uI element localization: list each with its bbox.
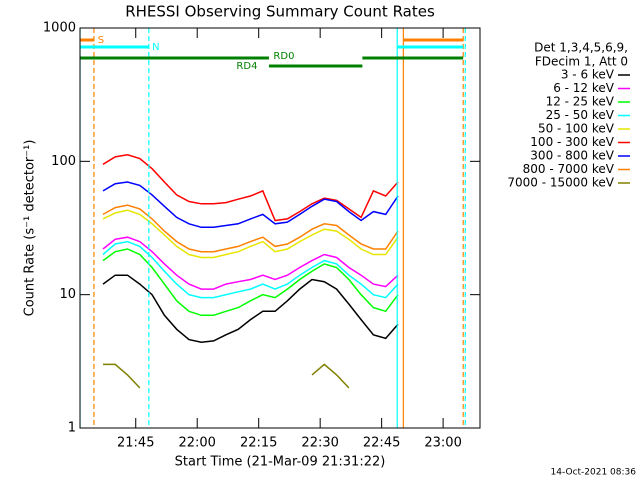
x-tick-label: 21:45 xyxy=(117,436,154,451)
x-tick-label: 22:30 xyxy=(301,436,338,451)
chart-title: RHESSI Observing Summary Count Rates xyxy=(125,3,435,21)
legend-label: 3 - 6 keV xyxy=(561,68,615,82)
series-line xyxy=(102,209,399,259)
legend-label: 100 - 300 keV xyxy=(530,135,614,149)
series-line xyxy=(103,363,350,389)
series-line xyxy=(102,204,399,253)
x-axis-label: Start Time (21-Mar-09 21:31:22) xyxy=(175,455,386,470)
legend-label: 7000 - 15000 keV xyxy=(507,176,614,190)
flag-label: RD0 xyxy=(273,51,294,62)
series-line xyxy=(102,274,399,343)
y-tick-label: 1000 xyxy=(43,21,76,36)
legend-header: FDecim 1, Att 0 xyxy=(535,55,628,69)
flag-label: S xyxy=(98,35,104,46)
plot-area xyxy=(80,28,466,428)
series-line xyxy=(102,248,399,317)
flag-label: N xyxy=(152,42,159,53)
x-tick-label: 22:15 xyxy=(240,436,277,451)
legend-label: 50 - 100 keV xyxy=(538,122,615,136)
x-tick-label: 22:00 xyxy=(178,436,215,451)
series-line xyxy=(102,154,399,222)
x-tick-label: 23:00 xyxy=(424,436,461,451)
series-line xyxy=(102,240,399,299)
legend-label: 6 - 12 keV xyxy=(553,81,615,95)
legend-label: 300 - 800 keV xyxy=(530,149,614,163)
legend-label: 12 - 25 keV xyxy=(546,95,615,109)
y-tick-label: 10 xyxy=(59,287,76,302)
y-axis-label: Count Rate (s⁻¹ detector⁻¹) xyxy=(23,140,38,317)
series-line xyxy=(102,236,399,290)
y-tick-label: 1 xyxy=(68,421,76,436)
legend-label: 25 - 50 keV xyxy=(546,108,615,122)
x-tick-label: 22:45 xyxy=(363,436,400,451)
legend-label: 800 - 7000 keV xyxy=(523,162,615,176)
legend-header: Det 1,3,4,5,6,9, xyxy=(534,41,628,55)
series-line xyxy=(102,181,399,229)
axes-frame xyxy=(79,27,481,429)
y-tick-label: 100 xyxy=(51,154,76,169)
footer: 14-Oct-2021 08:36 xyxy=(551,468,637,478)
flag-label: RD4 xyxy=(236,61,257,72)
